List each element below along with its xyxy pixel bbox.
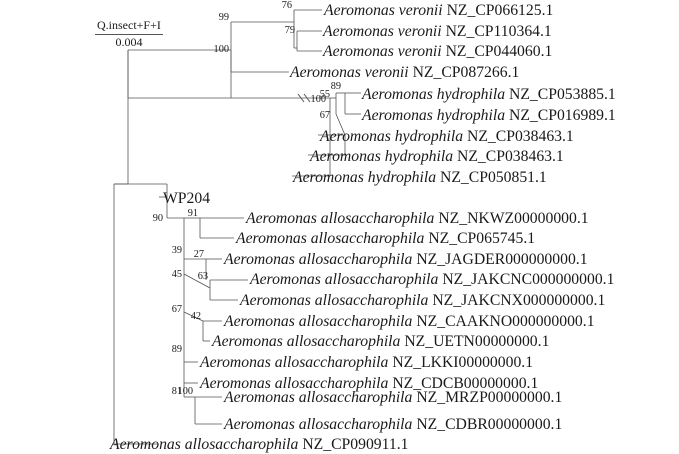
svg-text:100: 100 xyxy=(178,386,193,397)
svg-text:45: 45 xyxy=(172,269,182,280)
svg-text:39: 39 xyxy=(172,245,182,256)
svg-text:99: 99 xyxy=(219,12,229,23)
svg-text:89: 89 xyxy=(172,344,182,355)
svg-text:67: 67 xyxy=(172,304,182,315)
svg-text:63: 63 xyxy=(198,271,208,282)
svg-text:90: 90 xyxy=(153,213,163,224)
svg-text:100: 100 xyxy=(214,44,229,55)
svg-text:42: 42 xyxy=(191,311,201,322)
svg-text:67: 67 xyxy=(320,110,330,121)
svg-text:76: 76 xyxy=(282,0,292,11)
svg-text:55: 55 xyxy=(320,89,330,100)
svg-text:91: 91 xyxy=(188,208,198,219)
svg-text:79: 79 xyxy=(285,25,295,36)
svg-text:27: 27 xyxy=(194,249,204,260)
svg-text:89: 89 xyxy=(331,81,341,92)
